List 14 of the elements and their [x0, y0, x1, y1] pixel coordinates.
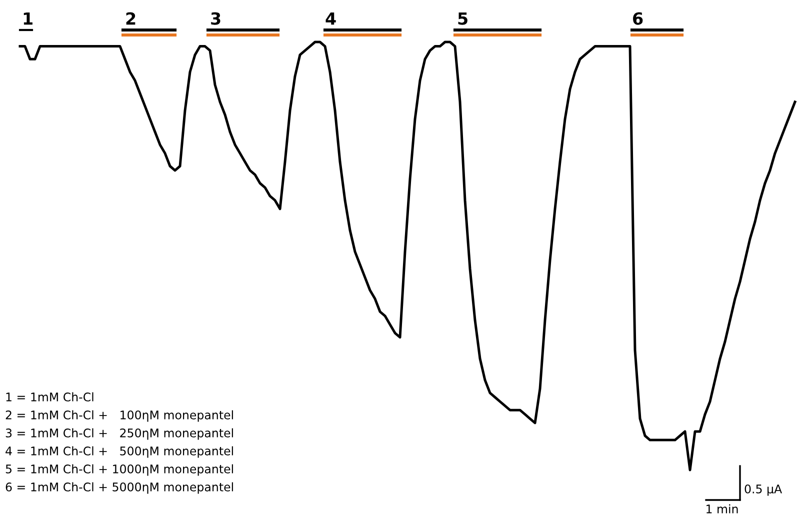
text: 3	[211, 12, 220, 25]
text: 4	[326, 12, 336, 25]
annotation: 5 = 1mM Ch-Cl + 1000ηM monepantel	[6, 464, 233, 476]
annotation: 2 = 1mM Ch-Cl + 100ηM monepantel	[6, 410, 233, 422]
text: 0.5 µA	[744, 484, 782, 496]
text: 6 = 1mM Ch-Cl + 5000ηM monepantel	[6, 482, 233, 494]
annotation: 4 = 1mM Ch-Cl + 500ηM monepantel	[6, 446, 233, 458]
annotation: 3 = 1mM Ch-Cl + 250ηM monepantel	[6, 428, 233, 440]
text: 2	[126, 12, 136, 25]
text: 6	[633, 12, 643, 25]
text: 1	[24, 12, 32, 25]
text: 1 min	[706, 504, 738, 514]
annotation: 1 = 1mM Ch-Cl	[6, 392, 94, 402]
text: 5	[458, 12, 468, 25]
